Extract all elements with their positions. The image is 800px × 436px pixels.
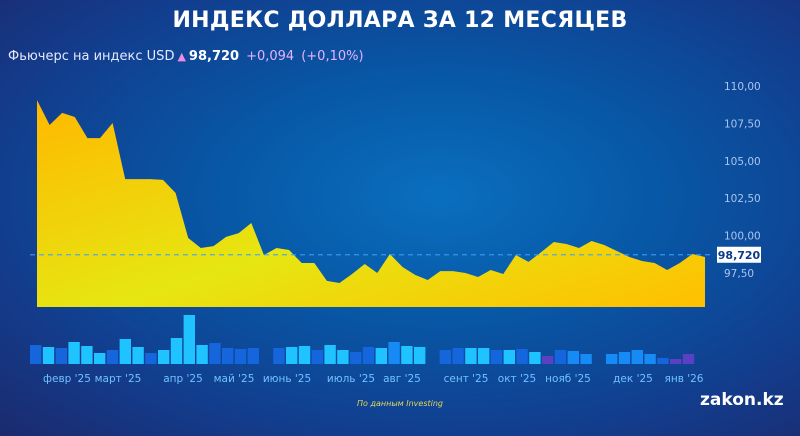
volume-bar: [247, 348, 259, 364]
volume-bar: [529, 352, 541, 364]
volume-bar: [183, 315, 195, 364]
volume-bar: [196, 345, 208, 364]
volume-bar: [452, 348, 464, 364]
volume-bar: [490, 350, 503, 364]
price-value: 98,720: [188, 49, 240, 64]
y-tick-label: 107,50: [724, 118, 761, 130]
y-tick-label: 105,00: [724, 156, 761, 168]
change-value: +0,094: [246, 49, 295, 64]
volume-bar: [158, 350, 170, 364]
volume-bar: [81, 346, 93, 364]
x-tick-label: нояб '25: [545, 373, 591, 385]
x-tick-label: июнь '25: [263, 373, 311, 385]
volume-bar: [554, 350, 567, 364]
volume-bar: [145, 353, 157, 364]
logo[interactable]: zakon.kz: [700, 390, 784, 410]
volume-bar: [298, 346, 311, 364]
volume-bar: [606, 354, 618, 364]
volume-bar: [68, 342, 80, 364]
volume-bar: [55, 348, 67, 364]
volume-bar: [542, 356, 554, 364]
volume-bar: [132, 347, 144, 364]
instrument-label: Фьючерс на индекс USD: [8, 49, 175, 64]
volume-bar: [414, 347, 426, 364]
arrow-up-icon: ▲: [177, 50, 186, 63]
volume-bar: [670, 359, 682, 364]
change-percent: (+0,10%): [301, 49, 364, 64]
volume-bar: [30, 345, 42, 364]
x-tick-label: окт '25: [498, 373, 536, 385]
x-tick-label: май '25: [214, 373, 255, 385]
price-area: [37, 100, 705, 307]
volume-bar: [567, 351, 579, 364]
x-tick-label: февр '25: [43, 373, 91, 385]
volume-bar: [337, 350, 349, 364]
volume-bar: [350, 352, 362, 364]
x-tick-label: янв '26: [665, 373, 704, 385]
volume-bar: [580, 354, 592, 364]
x-tick-label: апр '25: [163, 373, 203, 385]
volume-bar: [516, 349, 528, 364]
volume-bar: [311, 350, 323, 364]
volume-bar: [401, 346, 413, 364]
current-value-label: 98,720: [718, 249, 761, 262]
x-tick-label: июль '25: [327, 373, 375, 385]
volume-bar: [42, 347, 55, 364]
volume-bar: [286, 347, 298, 364]
y-tick-label: 97,50: [724, 268, 754, 280]
x-tick-label: сент '25: [444, 373, 489, 385]
y-tick-label: 102,50: [724, 193, 761, 205]
volume-bar: [375, 348, 387, 364]
volume-bar: [324, 345, 336, 364]
volume-bar: [439, 350, 451, 364]
volume-bar: [119, 339, 131, 364]
source-note: По данным Investing: [356, 399, 443, 408]
volume-bar: [618, 352, 631, 364]
x-tick-label: март '25: [95, 373, 142, 385]
volume-bar: [503, 350, 515, 364]
volume-bar: [631, 350, 643, 364]
volume-bar: [682, 354, 695, 364]
chart-title: ИНДЕКС ДОЛЛАРА ЗА 12 МЕСЯЦЕВ: [172, 8, 628, 33]
volume-bar: [209, 343, 221, 364]
x-tick-label: авг '25: [383, 373, 421, 385]
x-tick-label: дек '25: [613, 373, 653, 385]
volume-bar: [657, 358, 669, 364]
volume-bar: [170, 338, 183, 364]
volume-bar: [465, 348, 477, 364]
volume-bar: [106, 350, 119, 364]
y-tick-label: 110,00: [724, 81, 761, 93]
subtitle: Фьючерс на индекс USD ▲ 98,720 +0,094 (+0,10…: [8, 49, 364, 64]
volume-bar: [273, 348, 285, 364]
volume-bar: [478, 348, 490, 364]
volume-bar: [234, 349, 247, 364]
volume-bar: [644, 354, 656, 364]
volume-bar: [222, 348, 234, 364]
y-tick-label: 100,00: [724, 231, 761, 243]
current-value-box: [717, 246, 761, 263]
volume-bar: [362, 347, 375, 364]
volume-bar: [388, 342, 400, 364]
volume-bar: [94, 353, 106, 364]
